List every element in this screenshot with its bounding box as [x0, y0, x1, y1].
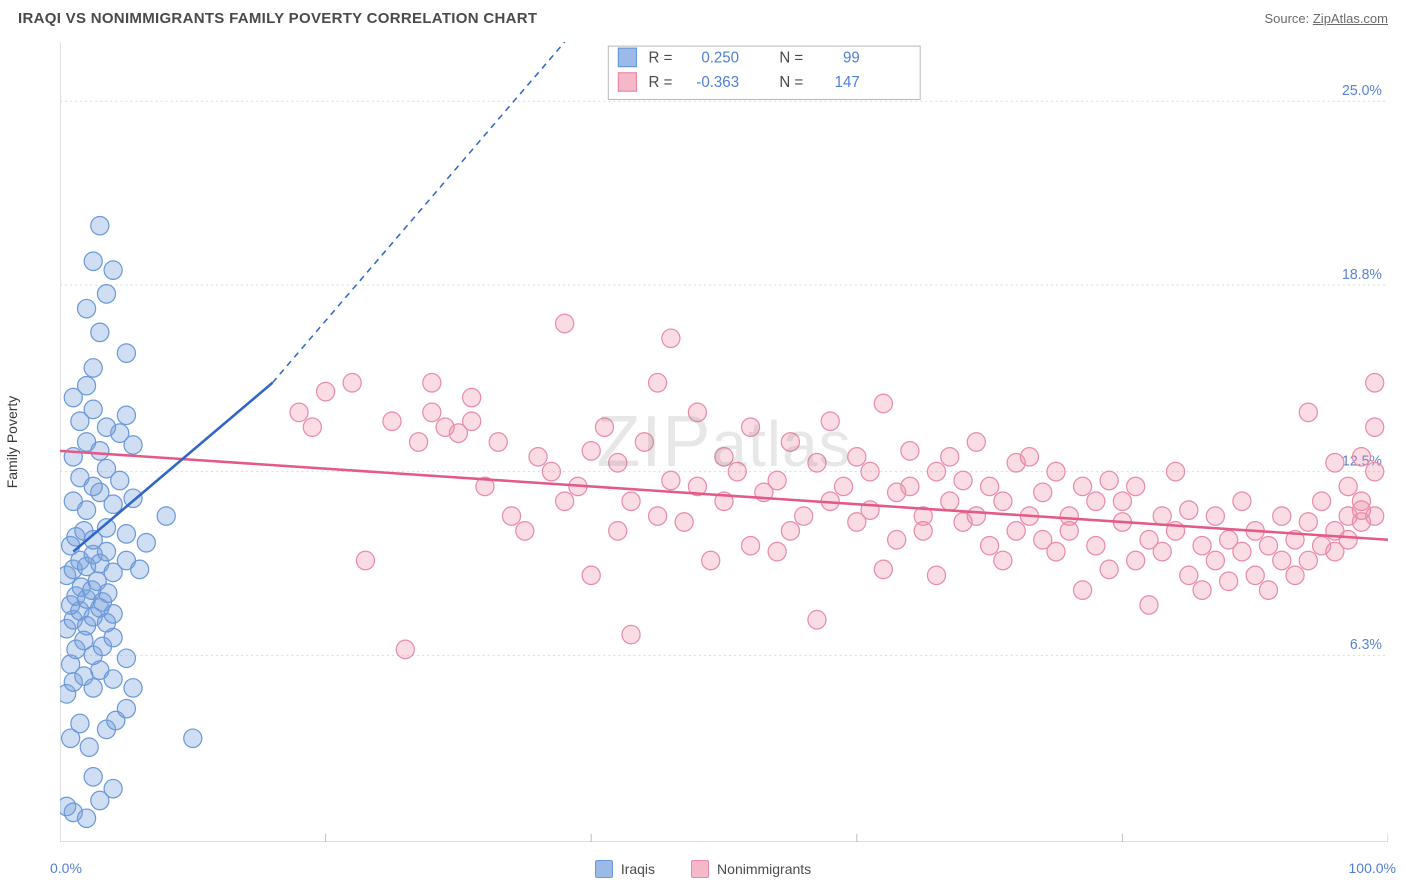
chart-source: Source: ZipAtlas.com	[1264, 11, 1388, 26]
legend-swatch-nonimmigrants	[691, 860, 709, 878]
bottom-legend: Iraqis Nonimmigrants	[0, 860, 1406, 878]
legend-swatch-iraqis	[595, 860, 613, 878]
scatter-plot: 6.3%12.5%18.8%25.0%R =0.250N =99R =-0.36…	[60, 42, 1388, 842]
y-axis-label: Family Poverty	[4, 396, 20, 489]
chart-area: Family Poverty 6.3%12.5%18.8%25.0%R =0.2…	[18, 42, 1388, 842]
svg-text:99: 99	[843, 49, 860, 66]
svg-text:R =: R =	[649, 49, 673, 66]
legend-label-nonimmigrants: Nonimmigrants	[717, 861, 811, 877]
legend-label-iraqis: Iraqis	[621, 861, 655, 877]
svg-text:6.3%: 6.3%	[1350, 637, 1382, 653]
source-link[interactable]: ZipAtlas.com	[1313, 11, 1388, 26]
svg-text:N =: N =	[779, 74, 803, 91]
svg-text:N =: N =	[779, 49, 803, 66]
svg-text:25.0%: 25.0%	[1342, 83, 1382, 99]
svg-text:18.8%: 18.8%	[1342, 267, 1382, 283]
legend-item-nonimmigrants: Nonimmigrants	[691, 860, 811, 878]
svg-text:147: 147	[835, 74, 860, 91]
svg-text:R =: R =	[649, 74, 673, 91]
svg-text:0.250: 0.250	[701, 49, 739, 66]
source-prefix: Source:	[1264, 11, 1312, 26]
legend-item-iraqis: Iraqis	[595, 860, 655, 878]
chart-title: IRAQI VS NONIMMIGRANTS FAMILY POVERTY CO…	[18, 10, 537, 27]
svg-text:-0.363: -0.363	[696, 74, 739, 91]
